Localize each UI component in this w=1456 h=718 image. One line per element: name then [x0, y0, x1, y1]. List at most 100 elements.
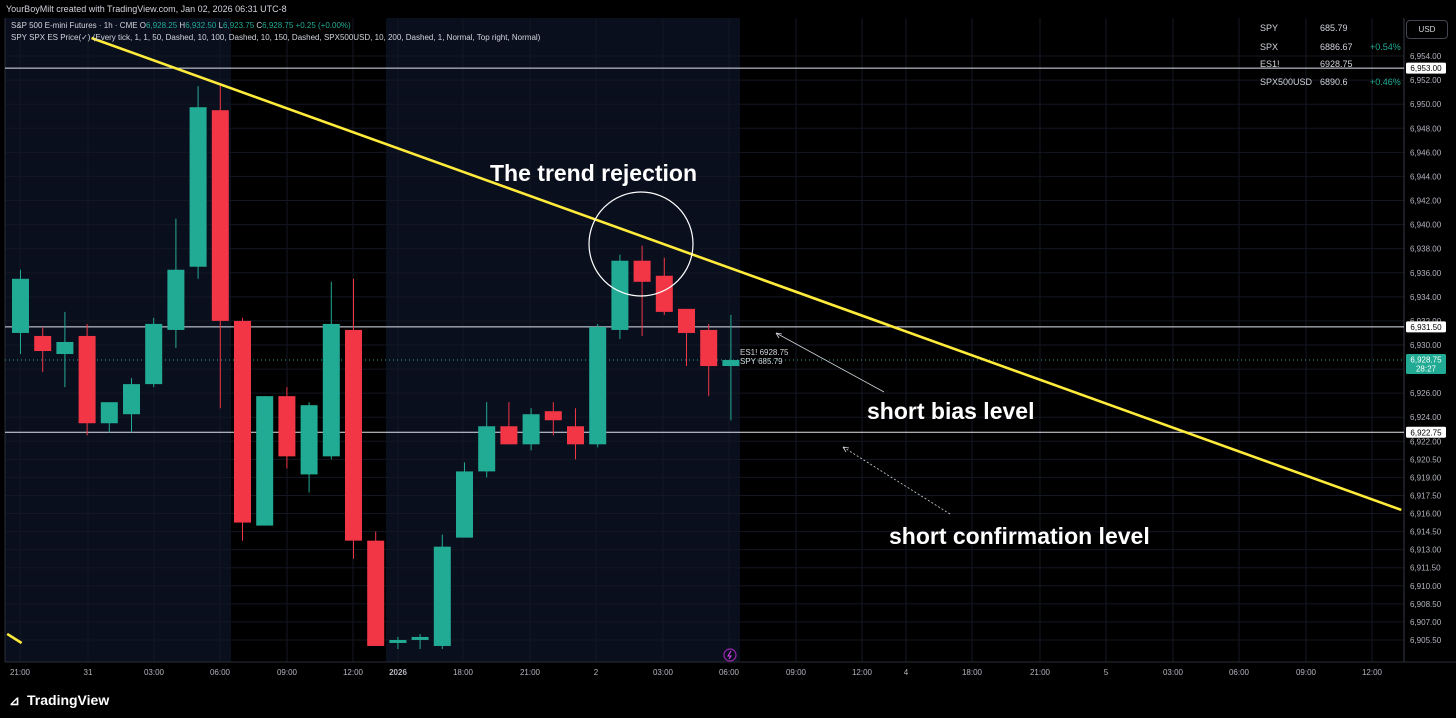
legend-change: +0.54% — [1370, 42, 1401, 52]
candle-body — [145, 323, 163, 385]
candle — [234, 317, 251, 541]
time-tick-label: 06:00 — [1229, 668, 1250, 677]
annotation-trend-rejection[interactable]: The trend rejection — [490, 160, 698, 186]
time-tick-label: 09:00 — [786, 668, 807, 677]
candle — [12, 269, 29, 355]
candle-body — [56, 341, 74, 355]
trendline-segment — [6, 632, 23, 645]
level-price-tag-label: 6,922.75 — [1410, 428, 1442, 437]
time-tick-label: 21:00 — [520, 668, 541, 677]
candle — [611, 254, 629, 339]
low-value: 6,923.75 — [223, 21, 255, 30]
arrow-head-icon — [775, 332, 783, 339]
time-tick-label: 21:00 — [1030, 668, 1051, 677]
legend-symbol: SPX — [1260, 42, 1279, 52]
time-tick-label: 2026 — [389, 668, 407, 677]
change-value: +0.25 (+0.00%) — [295, 21, 351, 30]
price-chart[interactable]: 6,954.00 6,952.00 6,950.00 6,948.00 6,946.00… — [0, 18, 1456, 680]
currency-button[interactable]: USD — [1406, 20, 1448, 39]
candle-body — [322, 323, 340, 457]
candle-body — [78, 335, 96, 424]
candle — [722, 314, 740, 421]
price-tick-label: 6,911.50 — [1410, 564, 1441, 573]
annotation-short-bias[interactable]: short bias level — [867, 398, 1035, 424]
price-tick-label: 6,938.00 — [1410, 245, 1442, 254]
price-tick-label: 6,908.50 — [1410, 600, 1442, 609]
legend-symbol: SPY — [1260, 23, 1279, 33]
candle — [300, 402, 318, 493]
price-tick-label: 6,948.00 — [1410, 124, 1442, 133]
time-tick-label: 06:00 — [719, 668, 740, 677]
candle — [56, 311, 74, 388]
candle-body — [478, 426, 496, 472]
candle-body — [500, 426, 518, 445]
countdown-label: 28:27 — [1416, 365, 1437, 374]
high-label: H — [179, 21, 186, 30]
level-price-tag: 6,922.75 — [1406, 426, 1446, 438]
time-tick-label: 2 — [594, 668, 599, 677]
time-tick-label: 12:00 — [852, 668, 873, 677]
candle — [478, 402, 496, 478]
time-tick-label: 18:00 — [962, 668, 983, 677]
time-tick-label: 03:00 — [653, 668, 674, 677]
candle-body — [345, 329, 362, 541]
level-price-tag-label: 6,953.00 — [1410, 64, 1442, 73]
candle-body — [367, 540, 385, 646]
time-tick-label: 4 — [904, 668, 909, 677]
candle-body — [522, 414, 540, 445]
candle — [655, 257, 673, 315]
arrow-head-icon — [842, 446, 850, 453]
candle — [500, 402, 518, 445]
time-tick-label: 06:00 — [210, 668, 231, 677]
last-price-label: 6,928.75 — [1410, 356, 1442, 365]
level-price-tag: 6,931.50 — [1406, 321, 1446, 333]
price-tick-label: 6,924.00 — [1410, 413, 1442, 422]
candle-body — [411, 636, 429, 640]
symbol-ohlc-line[interactable]: S&P 500 E-mini Futures · 1h · CME O6,928… — [11, 21, 351, 30]
top-bar — [0, 0, 1456, 18]
price-tick-label: 6,950.00 — [1410, 100, 1442, 109]
level-price-tag-box — [1406, 426, 1446, 438]
candle-body — [722, 360, 740, 367]
tradingview-logo-icon: ⊿ — [9, 693, 20, 708]
time-tick-label: 12:00 — [343, 668, 364, 677]
price-tick-label: 6,910.00 — [1410, 582, 1442, 591]
candle-body — [211, 110, 229, 321]
candle — [433, 534, 451, 649]
price-tick-label: 6,940.00 — [1410, 221, 1442, 230]
candle — [700, 323, 718, 397]
symbol-name[interactable]: S&P 500 E-mini Futures · 1h · CME — [11, 21, 138, 30]
price-tick-label: 6,926.00 — [1410, 389, 1442, 398]
last-price-tag-box — [1406, 354, 1446, 375]
candle — [189, 86, 207, 279]
time-tick-label: 18:00 — [453, 668, 474, 677]
legend-value: 6886.67 — [1320, 42, 1353, 52]
price-tick-label: 6,954.00 — [1410, 52, 1442, 61]
price-tick-label: 6,944.00 — [1410, 172, 1442, 181]
price-tick-label: 6,905.50 — [1410, 636, 1442, 645]
candle — [211, 83, 229, 409]
annotation-short-confirmation[interactable]: short confirmation level — [889, 523, 1150, 549]
legend-value: 6890.6 — [1320, 77, 1348, 87]
candle — [544, 402, 562, 436]
price-tick-label: 6,952.00 — [1410, 76, 1442, 85]
candle — [522, 408, 540, 451]
time-tick-label: 03:00 — [144, 668, 165, 677]
candle — [678, 308, 695, 367]
candle-body — [12, 278, 29, 333]
price-tick-label: 6,907.00 — [1410, 618, 1442, 627]
arrow-short-confirmation — [842, 446, 951, 515]
low-label: L — [218, 21, 224, 30]
price-tick-label: 6,917.50 — [1410, 491, 1442, 500]
lightning-icon — [723, 648, 737, 662]
level-price-tag: 6,953.00 — [1406, 62, 1446, 74]
indicator-line[interactable]: SPY SPX ES Price(✓) (Every tick, 1, 1, 5… — [11, 33, 541, 42]
candle — [633, 245, 651, 336]
time-tick-label: 5 — [1104, 668, 1109, 677]
price-tick-label: 6,936.00 — [1410, 269, 1442, 278]
candle-body — [167, 269, 185, 330]
price-tick-label: 6,914.50 — [1410, 528, 1442, 537]
candle-body — [700, 329, 718, 367]
close-value: 6,928.75 — [262, 21, 294, 30]
open-value: 6,928.25 — [146, 21, 178, 30]
